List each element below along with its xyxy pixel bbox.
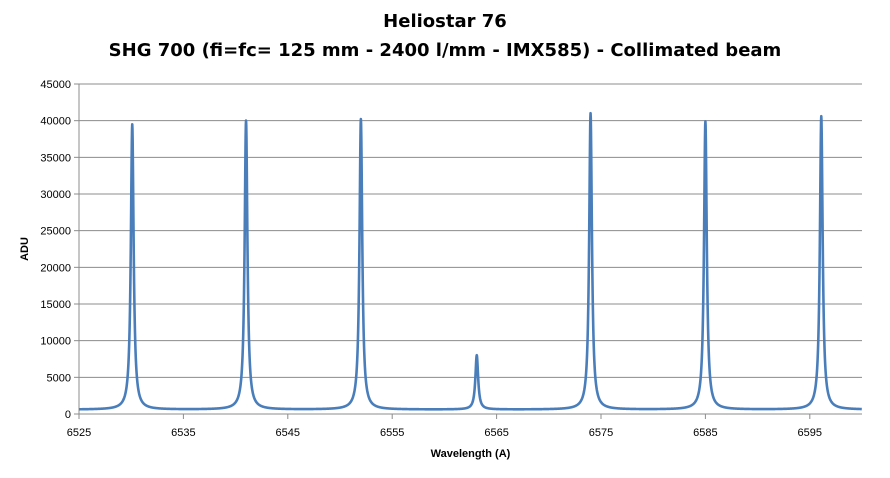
x-tick-label: 6555 (380, 427, 404, 439)
chart-title: Heliostar 76 (383, 11, 507, 32)
y-tick-label: 40000 (40, 116, 71, 128)
x-tick-label: 6545 (276, 427, 300, 439)
data-point (245, 120, 247, 122)
y-tick-label: 10000 (40, 336, 71, 348)
data-point (590, 112, 592, 114)
x-tick-label: 6525 (67, 427, 91, 439)
data-point (704, 120, 706, 122)
y-tick-label: 25000 (40, 226, 71, 238)
x-axis-label: Wavelength (A) (431, 448, 511, 460)
y-tick-label: 15000 (40, 299, 71, 311)
x-tick-label: 6575 (589, 427, 613, 439)
y-tick-label: 0 (65, 409, 71, 421)
x-tick-label: 6565 (484, 427, 508, 439)
x-tick-label: 6595 (798, 427, 822, 439)
data-point (820, 115, 822, 117)
y-tick-label: 30000 (40, 189, 71, 201)
y-tick-label: 20000 (40, 262, 71, 274)
y-tick-label: 35000 (40, 152, 71, 164)
x-tick-label: 6585 (693, 427, 717, 439)
y-tick-label: 5000 (47, 372, 71, 384)
series-line (77, 111, 863, 411)
data-point (476, 354, 478, 356)
chart-subtitle: SHG 700 (fi=fc= 125 mm - 2400 l/mm - IMX… (108, 40, 782, 61)
data-point (360, 118, 362, 120)
y-axis-label: ADU (19, 237, 31, 261)
data-point (131, 123, 133, 125)
x-tick-label: 6535 (171, 427, 195, 439)
y-tick-label: 45000 (40, 79, 71, 91)
